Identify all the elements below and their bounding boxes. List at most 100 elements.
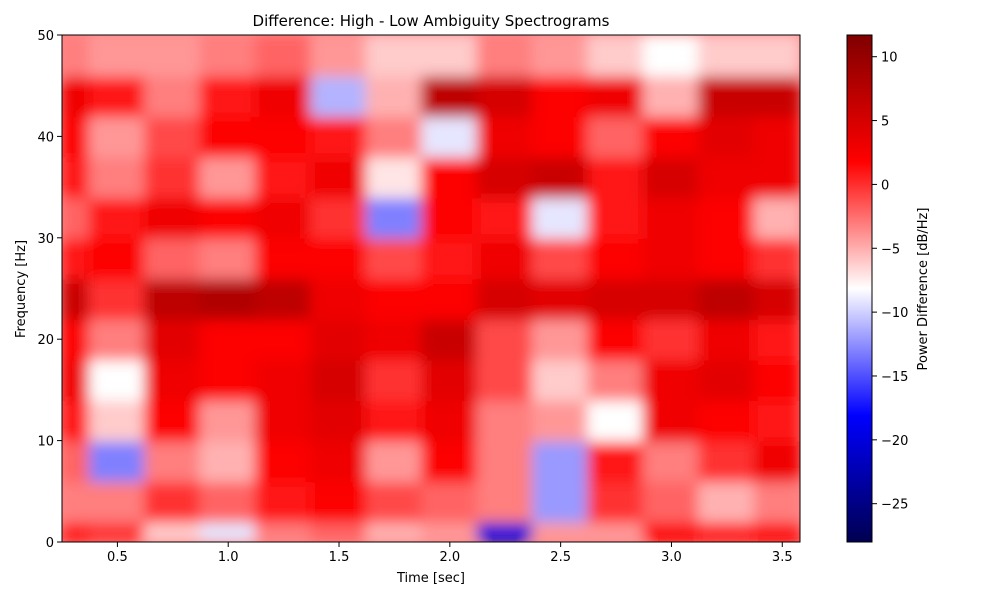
heatmap-cell — [587, 277, 645, 320]
chart-title: Difference: High - Low Ambiguity Spectro… — [253, 12, 610, 30]
heatmap-cell — [365, 399, 424, 442]
heatmap-cell — [421, 439, 479, 483]
heatmap-cell — [642, 439, 701, 483]
heatmap-cell — [421, 399, 479, 442]
heatmap-cell — [88, 520, 147, 542]
heatmap-cell — [365, 74, 424, 118]
heatmap-cell — [199, 480, 257, 523]
heatmap-cell — [254, 196, 313, 239]
heatmap-cell — [88, 480, 147, 523]
heatmap-cell — [587, 196, 645, 239]
heatmap-cell — [421, 74, 479, 118]
heatmap-cell — [642, 277, 701, 320]
heatmap-cell — [753, 196, 800, 239]
heatmap-cell — [62, 155, 91, 199]
heatmap-cell — [531, 155, 590, 199]
heatmap-cell — [587, 74, 645, 118]
heatmap-cell — [62, 439, 91, 483]
heatmap-cell — [476, 115, 534, 158]
heatmap-cell — [88, 115, 147, 158]
heatmap-cell — [642, 317, 701, 361]
heatmap-cell — [62, 35, 91, 77]
y-axis-label: Frequency [Hz] — [14, 240, 29, 338]
heatmap-cell — [62, 317, 91, 361]
heatmap-cell — [587, 236, 645, 280]
y-axis-ticks: 0 10 20 30 40 50 — [37, 29, 62, 551]
heatmap-cell — [698, 35, 756, 77]
heatmap-cell — [698, 236, 756, 280]
colorbar-tick-label: −25 — [881, 498, 908, 513]
heatmap-cell — [421, 35, 479, 77]
heatmap-cell — [698, 74, 756, 118]
heatmap-cell — [421, 480, 479, 523]
heatmap-cell — [88, 196, 147, 239]
heatmap-cell — [365, 196, 424, 239]
heatmap-cell — [365, 236, 424, 280]
heatmap-cell — [753, 35, 800, 77]
heatmap-cell — [199, 35, 257, 77]
heatmap-cell — [254, 155, 313, 199]
heatmap-cell — [310, 35, 368, 77]
heatmap-cell — [587, 358, 645, 402]
heatmap-cell — [642, 520, 701, 542]
heatmap-cell — [531, 520, 590, 542]
heatmap-cell — [144, 236, 202, 280]
heatmap-cell — [753, 439, 800, 483]
heatmap-cell — [753, 520, 800, 542]
heatmap-cell — [144, 277, 202, 320]
heatmap-cell — [254, 399, 313, 442]
heatmap-cell — [62, 115, 91, 158]
heatmap-cell — [642, 115, 701, 158]
x-tick-label: 2.0 — [439, 550, 460, 565]
heatmap-cell — [476, 196, 534, 239]
heatmap-cell — [531, 35, 590, 77]
colorbar-tick-label: −10 — [881, 306, 908, 321]
heatmap-cell — [476, 358, 534, 402]
heatmap-cell — [698, 399, 756, 442]
heatmap-cell — [199, 115, 257, 158]
heatmap-cell — [144, 155, 202, 199]
heatmap-cell — [698, 480, 756, 523]
heatmap-cell — [88, 317, 147, 361]
heatmap-cell — [753, 317, 800, 361]
heatmap-cell — [698, 115, 756, 158]
heatmap-cell — [62, 74, 91, 118]
heatmap-cell — [587, 317, 645, 361]
y-tick-label: 20 — [37, 333, 54, 348]
heatmap-cell — [144, 358, 202, 402]
heatmap-cell — [365, 358, 424, 402]
heatmap-cell — [144, 399, 202, 442]
heatmap-cell — [88, 74, 147, 118]
heatmap-cell — [587, 480, 645, 523]
heatmap-cell — [62, 236, 91, 280]
heatmap-cell — [476, 480, 534, 523]
heatmap-cell — [144, 520, 202, 542]
heatmap-cell — [531, 115, 590, 158]
heatmap-cell — [310, 399, 368, 442]
heatmap-cell — [144, 115, 202, 158]
heatmap-cell — [698, 439, 756, 483]
heatmap-cell — [476, 236, 534, 280]
heatmap-cell — [698, 520, 756, 542]
colorbar-ticks: 10 5 0 −5 −10 −15 −20 −25 — [872, 51, 908, 513]
heatmap-cell — [199, 520, 257, 542]
heatmap-cell — [88, 35, 147, 77]
heatmap-cell — [144, 74, 202, 118]
heatmap-cell — [62, 358, 91, 402]
heatmap-cell — [88, 358, 147, 402]
heatmap-cell — [88, 236, 147, 280]
heatmap-cell — [753, 277, 800, 320]
heatmap-cell — [753, 358, 800, 402]
heatmap-cell — [254, 115, 313, 158]
heatmap-cell — [642, 35, 701, 77]
heatmap-cell — [421, 317, 479, 361]
colorbar — [846, 34, 873, 543]
heatmap-cell — [421, 155, 479, 199]
heatmap-cell — [642, 236, 701, 280]
heatmap-cell — [698, 277, 756, 320]
heatmap-cell — [365, 317, 424, 361]
heatmap-cell — [365, 155, 424, 199]
x-axis-label: Time [sec] — [396, 571, 465, 586]
colorbar-tick-label: 5 — [881, 115, 889, 130]
heatmap-cell — [310, 196, 368, 239]
